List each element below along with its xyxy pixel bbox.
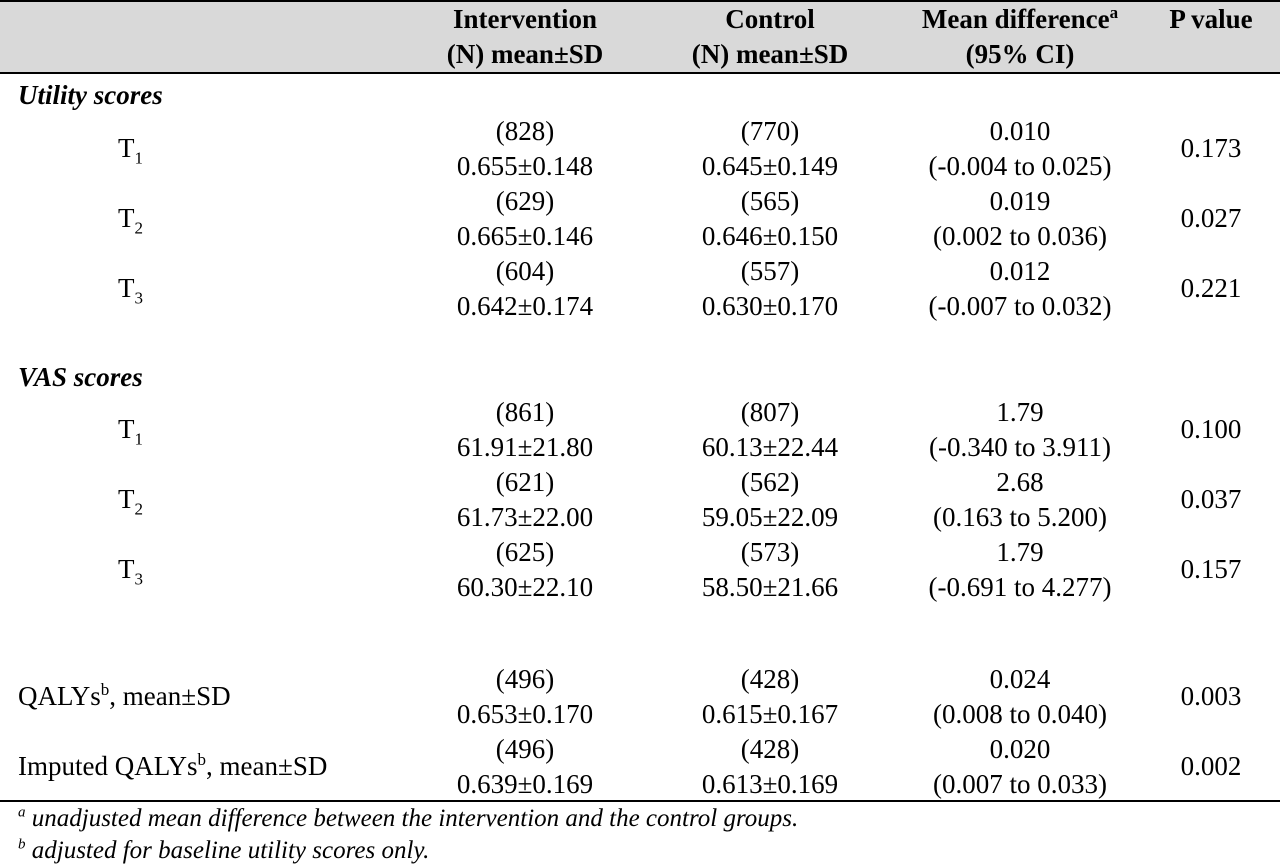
cell-control: (428) 0.615±0.167 <box>701 664 839 729</box>
cell-intervention: (496) 0.653±0.170 <box>456 664 594 729</box>
cell-intervention: (604) 0.642±0.174 <box>456 256 594 321</box>
cell-p-value: 0.173 <box>1180 133 1242 163</box>
cell-intervention: (629) 0.665±0.146 <box>456 186 594 251</box>
header-bottom-rule <box>0 72 1280 74</box>
cell-intervention: (496) 0.639±0.169 <box>456 734 594 799</box>
cell-p-value: 0.037 <box>1180 484 1242 514</box>
cell-control: (557) 0.630±0.170 <box>701 256 839 321</box>
cell-mean-difference: 1.79 (-0.691 to 4.277) <box>928 537 1112 602</box>
row-label-timepoint: T3 <box>118 554 143 589</box>
cell-control: (565) 0.646±0.150 <box>701 186 839 251</box>
cell-mean-difference: 2.68 (0.163 to 5.200) <box>933 467 1107 532</box>
section-vas-scores: VAS scores <box>18 362 143 392</box>
footnote-a: a unadjusted mean difference between the… <box>18 804 799 832</box>
section-utility-scores: Utility scores <box>18 80 163 110</box>
cell-p-value: 0.100 <box>1180 414 1242 444</box>
row-label-timepoint: T3 <box>118 273 143 308</box>
cell-p-value: 0.003 <box>1180 681 1242 711</box>
cell-intervention: (621) 61.73±22.00 <box>456 467 594 532</box>
header-control: Control (N) mean±SD <box>691 4 849 69</box>
row-label-qaly: QALYsb, mean±SD <box>18 680 231 711</box>
cell-control: (807) 60.13±22.44 <box>701 397 839 462</box>
row-label-timepoint: T1 <box>118 133 143 168</box>
row-label-timepoint: T2 <box>118 203 143 238</box>
header-intervention: Intervention (N) mean±SD <box>446 4 604 69</box>
cell-mean-difference: 0.010 (-0.004 to 0.025) <box>928 116 1112 181</box>
cell-control: (428) 0.613±0.169 <box>701 734 839 799</box>
cell-control: (770) 0.645±0.149 <box>701 116 839 181</box>
cell-mean-difference: 0.019 (0.002 to 0.036) <box>933 186 1107 251</box>
footnote-b: b adjusted for baseline utility scores o… <box>18 836 430 864</box>
cell-p-value: 0.027 <box>1180 203 1242 233</box>
header-p-value: P value <box>1169 4 1253 34</box>
cell-p-value: 0.221 <box>1180 273 1242 303</box>
cell-control: (562) 59.05±22.09 <box>701 467 839 532</box>
cell-intervention: (625) 60.30±22.10 <box>456 537 594 602</box>
row-label-timepoint: T2 <box>118 484 143 519</box>
table-bottom-rule <box>0 800 1280 802</box>
cell-intervention: (861) 61.91±21.80 <box>456 397 594 462</box>
cell-mean-difference: 0.012 (-0.007 to 0.032) <box>928 256 1112 321</box>
cell-mean-difference: 0.020 (0.007 to 0.033) <box>933 734 1107 799</box>
cell-mean-difference: 0.024 (0.008 to 0.040) <box>933 664 1107 729</box>
cell-control: (573) 58.50±21.66 <box>701 537 839 602</box>
table-header <box>0 0 1280 74</box>
row-label-timepoint: T1 <box>118 414 143 449</box>
cell-intervention: (828) 0.655±0.148 <box>456 116 594 181</box>
cell-mean-difference: 1.79 (-0.340 to 3.911) <box>929 397 1111 462</box>
cell-p-value: 0.002 <box>1180 751 1242 781</box>
row-label-qaly: Imputed QALYsb, mean±SD <box>18 750 328 781</box>
header-mean-difference: Mean differencea (95% CI) <box>921 3 1119 69</box>
cell-p-value: 0.157 <box>1180 554 1242 584</box>
